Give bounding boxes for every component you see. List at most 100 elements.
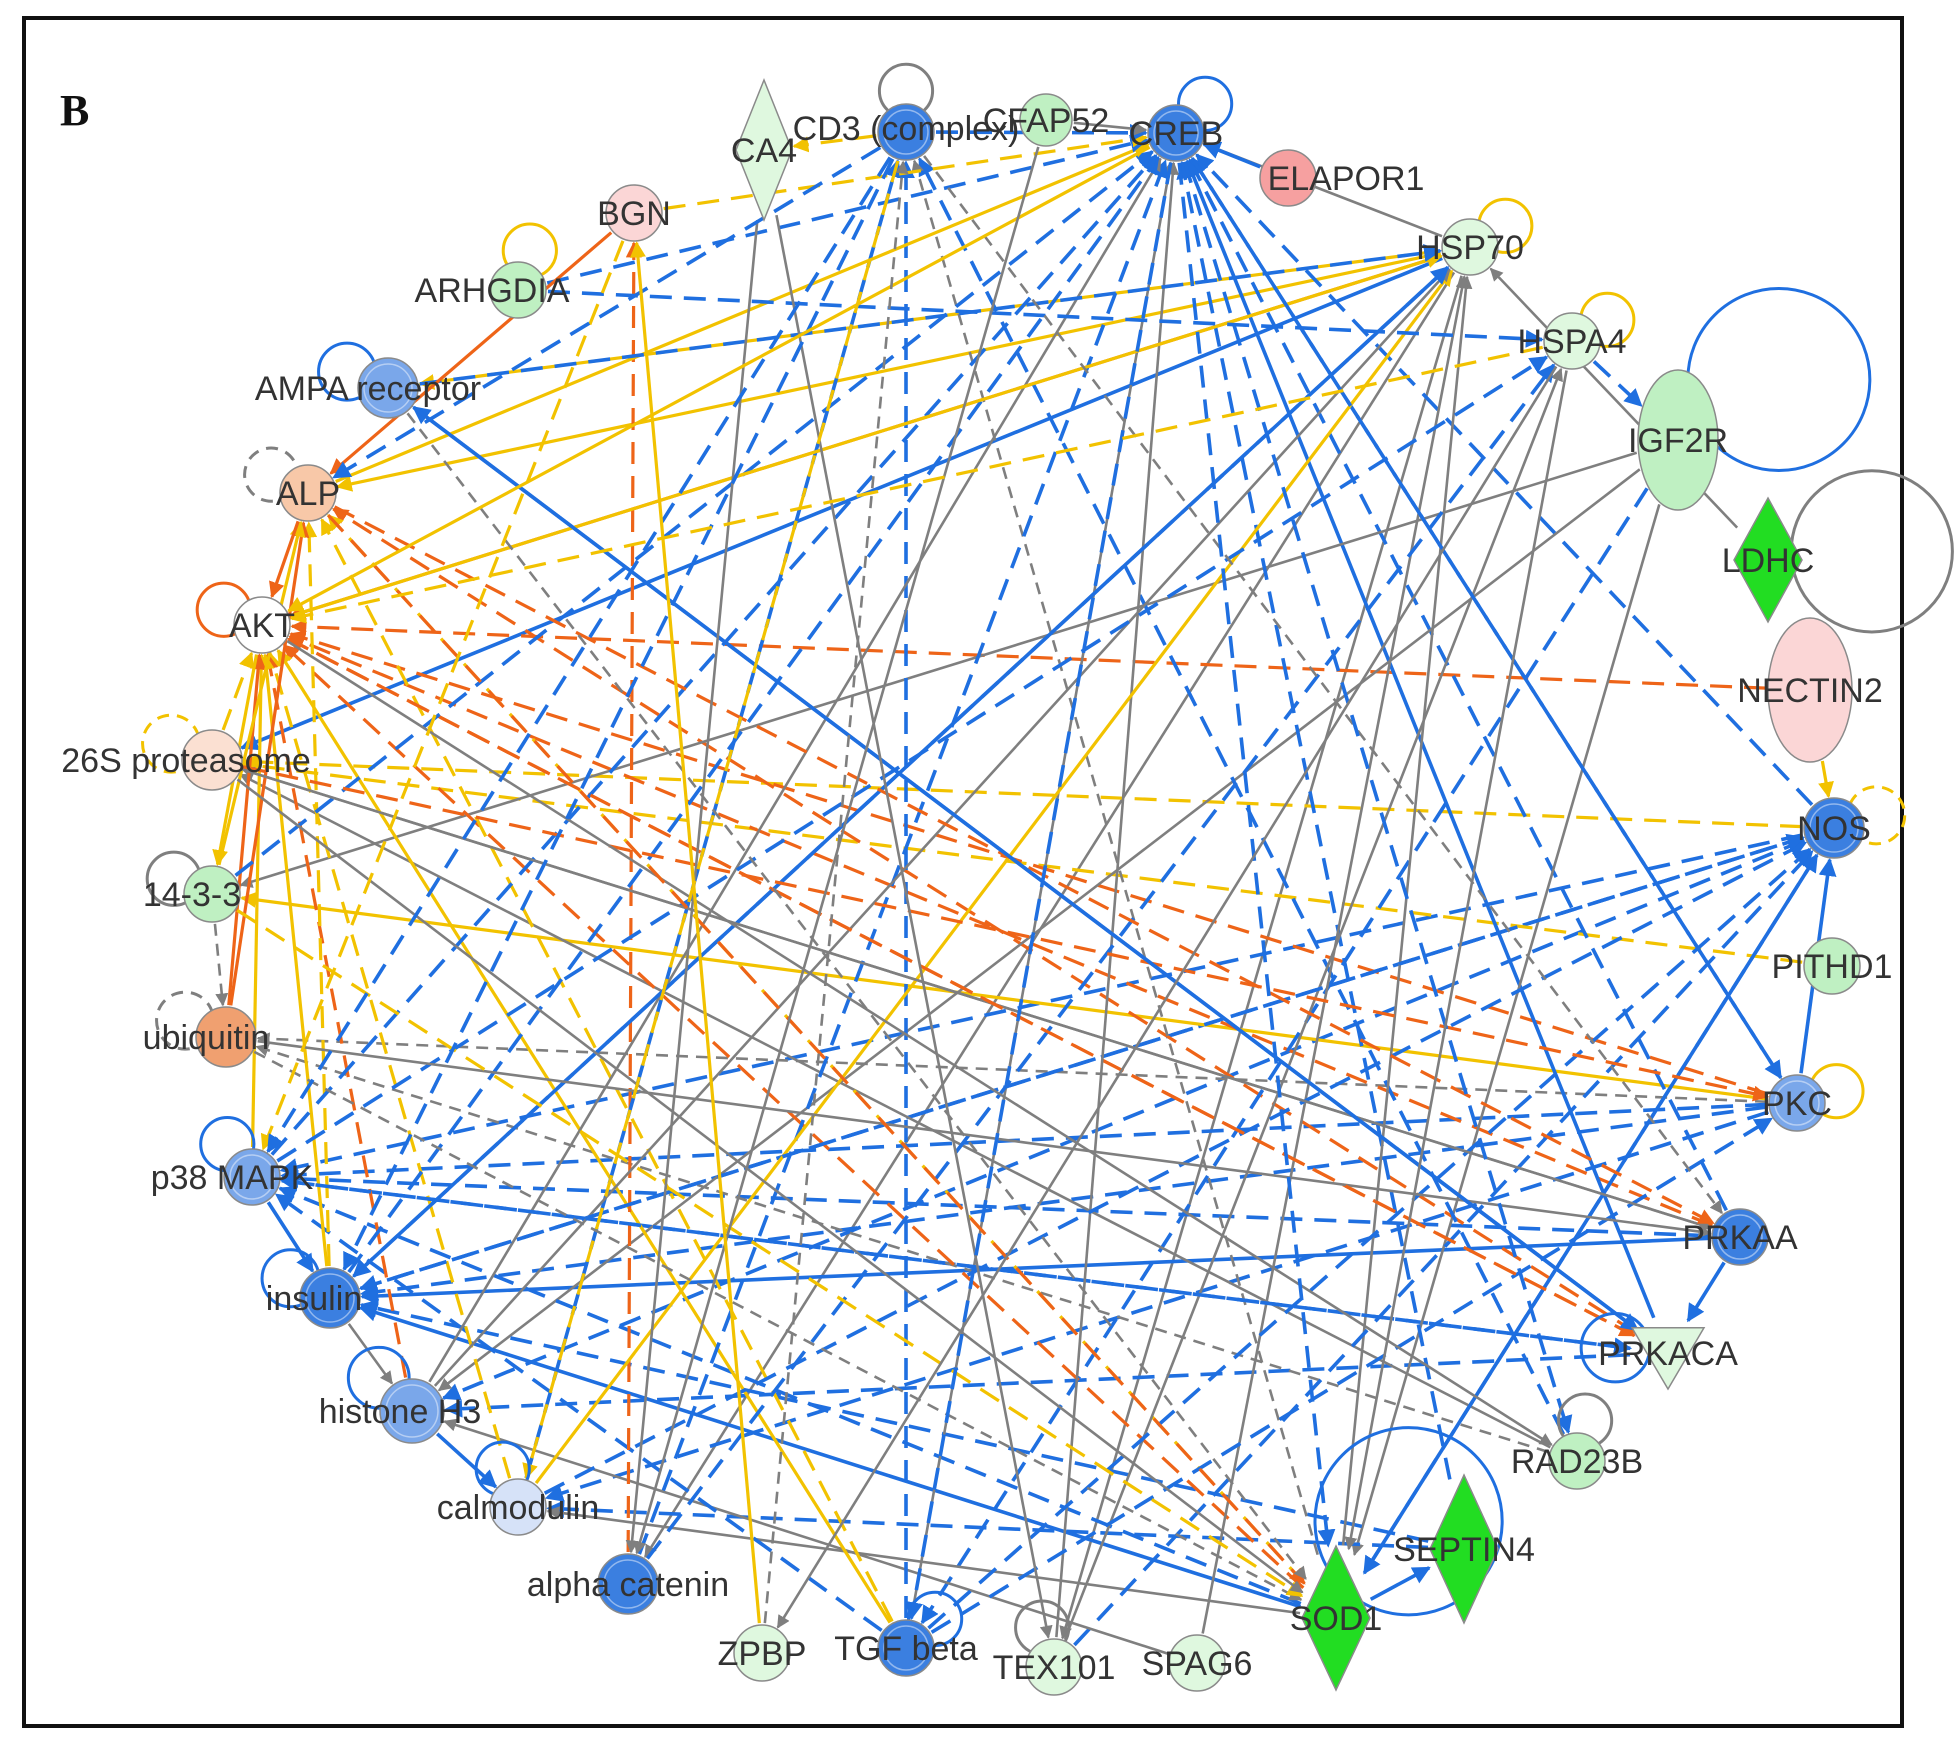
node-PRKACA: PRKACA <box>1598 1327 1738 1391</box>
node-shape-CA4 <box>735 77 793 223</box>
edge-AMPA-PRKACA <box>412 405 1640 1332</box>
node-label-PRKAA: PRKAA <box>1682 1219 1798 1257</box>
edge-IGF2R-1433 <box>239 451 1638 888</box>
node-shape-PRKACA <box>1630 1327 1706 1391</box>
edge-26S-AKT <box>221 651 255 731</box>
node-RAD23B: RAD23B <box>1511 1432 1643 1490</box>
node-shape-HSP70 <box>1441 218 1499 276</box>
edge-TGFbeta-ALP <box>320 518 894 1623</box>
edge-IGF2R-histoneH3 <box>437 468 1641 1392</box>
node-label-CREB: CREB <box>1129 115 1223 153</box>
edge-HSP70-TEX101 <box>1059 275 1463 1640</box>
self-loop-LDHC <box>1789 469 1954 634</box>
edge-TGFbeta-p38MAPK <box>274 1193 883 1632</box>
node-ring-PKC <box>1774 1080 1820 1126</box>
node-ring-NOS <box>1809 803 1859 853</box>
edge-ALP-SOD1 <box>327 514 1306 1585</box>
edge-PKC-p38MAPK <box>280 1102 1768 1184</box>
node-label-CA4: CA4 <box>731 132 797 170</box>
edge-p38MAPK-HSPA4 <box>276 355 1549 1163</box>
edge-RAD23B-ubiquitin <box>255 1043 1549 1454</box>
node-shape-AMPA <box>357 357 419 419</box>
node-ARHGDIA: ARHGDIA <box>415 261 570 319</box>
node-label-ARHGDIA: ARHGDIA <box>415 272 570 310</box>
node-label-ZPBP: ZPBP <box>718 1635 807 1673</box>
edge-SEPTIN4-CREB <box>1176 160 1452 1480</box>
edge-insulin-AKT <box>258 653 329 1267</box>
node-SEPTIN4: SEPTIN4 <box>1393 1473 1535 1625</box>
edge-1433-CREB <box>234 150 1154 877</box>
edge-PKC-AKT <box>289 630 1769 1096</box>
edge-CD3-calmodulin <box>522 160 900 1480</box>
edge-calmodulin-NOS <box>543 841 1808 1495</box>
node-shape-IGF2R <box>1637 369 1719 511</box>
edge-ELAPOR1-CREB <box>1202 141 1261 169</box>
edge-alphacatenin-BGN <box>625 241 642 1553</box>
edge-ALP-CREB <box>335 142 1150 483</box>
node-insulin: insulin <box>266 1267 362 1329</box>
node-label-calmodulin: calmodulin <box>437 1489 600 1527</box>
edge-CD3-insulin <box>342 158 895 1271</box>
edge-SEPTIN4-calmodulin <box>546 1500 1429 1550</box>
node-NECTIN2: NECTIN2 <box>1737 617 1883 763</box>
node-ring-PRKAA <box>1717 1214 1763 1260</box>
node-PKC: PKC <box>1762 1074 1832 1132</box>
node-BGN: BGN <box>597 184 671 242</box>
edge-NOS-CREB <box>1195 153 1814 807</box>
node-shape-AKT <box>233 596 291 654</box>
edge-HSPA4-IGF2R <box>1592 360 1643 407</box>
node-shape-ubiquitin <box>195 1006 257 1068</box>
edge-NOS-p38MAPK <box>279 833 1804 1176</box>
edge-PRKACA-p38MAPK <box>279 1173 1631 1351</box>
node-label-AMPA: AMPA receptor <box>255 370 481 408</box>
node-TEX101: TEX101 <box>993 1638 1115 1696</box>
node-layer: CD3 (complex)CFAP52 CREB ELAPOR1 HSP70 HSPA4… <box>61 77 1893 1696</box>
edge-NECTIN2-NOS <box>1818 760 1834 799</box>
edge-HSPA4-SOD1 <box>1344 370 1568 1551</box>
node-shape-TGFbeta <box>877 1619 935 1677</box>
node-shape-1433 <box>183 865 241 923</box>
edge-histoneH3-CREB <box>428 157 1162 1383</box>
node-shape-RAD23B <box>1548 1432 1606 1490</box>
edge-TGFbeta-NOS <box>927 847 1812 1630</box>
node-shape-ELAPOR1 <box>1259 149 1317 207</box>
edge-1433-ALP <box>217 520 306 866</box>
edge-SEPTIN4-insulin <box>359 1299 1429 1543</box>
node-1433: 14-3-3 <box>143 865 241 923</box>
edge-TEX101-CREB <box>1055 161 1180 1638</box>
node-label-HSPA4: HSPA4 <box>1518 323 1627 361</box>
node-CFAP52: CFAP52 <box>983 93 1109 147</box>
edge-SOD1-SEPTIN4 <box>1369 1566 1431 1601</box>
edge-insulin-histoneH3 <box>347 1323 394 1385</box>
edge-PKC-ubiquitin <box>256 1032 1768 1104</box>
node-label-LDHC: LDHC <box>1722 542 1815 580</box>
node-shape-BGN <box>605 184 663 242</box>
node-label-TGFbeta: TGF beta <box>834 1630 978 1668</box>
node-CREB: CREB <box>1129 104 1223 162</box>
node-label-histoneH3: histone H3 <box>319 1393 482 1431</box>
edge-PRKACA-CREB <box>1184 159 1656 1319</box>
node-shape-ARHGDIA <box>489 261 547 319</box>
edge-PRKAA-insulin <box>360 1236 1711 1305</box>
node-label-SPAG6: SPAG6 <box>1142 1645 1253 1683</box>
edge-p38MAPK-PRKACA <box>281 1178 1633 1356</box>
node-label-BGN: BGN <box>597 195 671 233</box>
edge-SOD1-AKT <box>282 644 1305 1590</box>
edge-histoneH3-calmodulin <box>435 1432 498 1489</box>
node-label-PITHD1: PITHD1 <box>1772 948 1893 986</box>
node-shape-SOD1 <box>1301 1544 1371 1692</box>
node-shape-NECTIN2 <box>1767 617 1853 763</box>
edge-SOD1-insulin <box>358 1304 1302 1609</box>
node-shape-p38MAPK <box>223 1148 281 1206</box>
node-shape-histoneH3 <box>379 1378 445 1444</box>
edge-TEX101-HSPA4 <box>1063 367 1563 1640</box>
node-calmodulin: calmodulin <box>437 1478 600 1536</box>
panel-label: B <box>60 86 90 135</box>
edge-RAD23B-26S <box>239 773 1551 1449</box>
node-shape-HSPA4 <box>1543 312 1601 370</box>
edge-26S-PKC <box>242 765 1770 1102</box>
node-label-ELAPOR1: ELAPOR1 <box>1268 160 1425 198</box>
node-ring-CREB <box>1153 110 1199 156</box>
node-AKT: AKT <box>229 596 295 654</box>
node-label-IGF2R: IGF2R <box>1628 422 1728 460</box>
